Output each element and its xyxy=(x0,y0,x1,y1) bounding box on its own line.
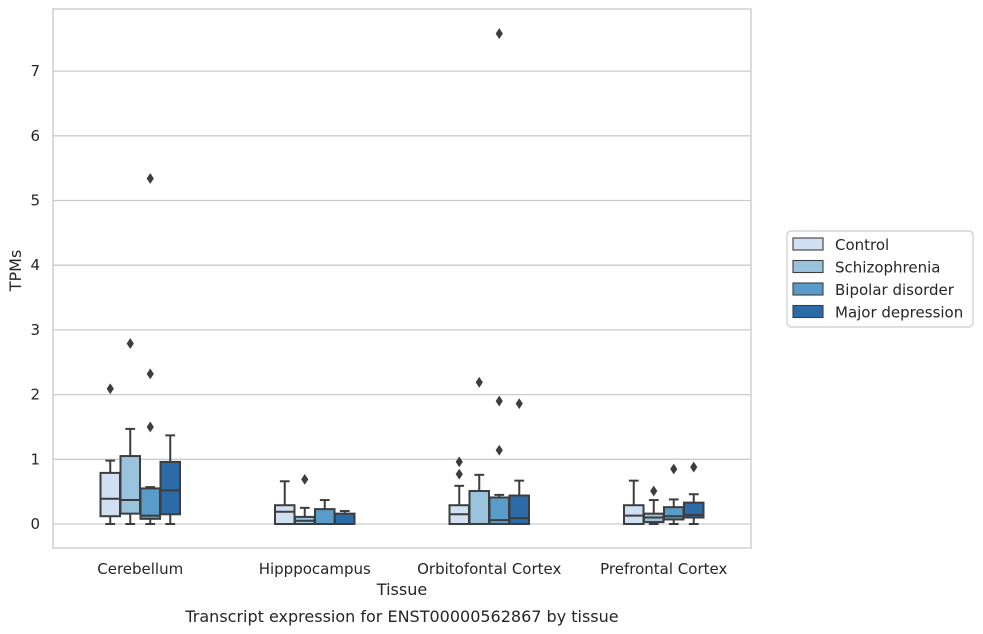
outlier-point xyxy=(106,383,114,395)
box-major-depression-0 xyxy=(159,434,181,525)
box-bipolar-disorder-2 xyxy=(488,28,510,525)
grid-lines xyxy=(53,70,751,525)
box-iqr xyxy=(159,460,181,516)
outlier-point xyxy=(475,376,483,388)
y-tick-labels: 0 1 2 3 4 5 6 7 xyxy=(30,62,40,533)
box-control-2 xyxy=(448,456,470,525)
legend-swatch xyxy=(792,237,824,251)
outlier-point xyxy=(515,398,523,410)
box-iqr xyxy=(314,508,336,525)
y-tick-label: 7 xyxy=(30,62,40,80)
legend-label: Schizophrenia xyxy=(835,259,940,277)
chart-caption: Transcript expression for ENST0000056286… xyxy=(184,607,618,626)
box-iqr xyxy=(139,487,161,520)
x-axis-label: Tissue xyxy=(376,580,427,599)
outlier-point xyxy=(146,421,154,433)
y-tick-label: 0 xyxy=(30,515,40,533)
box-control-1 xyxy=(274,480,296,525)
legend-swatch xyxy=(792,282,824,296)
outlier-point xyxy=(146,173,154,184)
x-tick-labels: Cerebellum Hipppocampus Orbitofontal Corte… xyxy=(97,560,727,578)
outlier-point xyxy=(670,463,678,475)
y-tick-label: 4 xyxy=(30,256,40,274)
y-tick-label: 3 xyxy=(30,321,40,339)
box-iqr xyxy=(274,504,296,525)
outlier-point xyxy=(146,368,154,380)
box-schizophrenia-3 xyxy=(643,485,665,525)
y-tick-label: 2 xyxy=(30,386,40,404)
x-tick-label: Orbitofontal Cortex xyxy=(417,560,561,578)
plot-frame xyxy=(52,8,752,549)
box-bipolar-disorder-1 xyxy=(314,499,336,525)
x-tick-label: Prefrontal Cortex xyxy=(600,560,727,578)
x-tick-label: Hipppocampus xyxy=(259,560,371,578)
y-tick-label: 1 xyxy=(30,450,40,468)
outlier-point xyxy=(455,456,463,468)
outlier-point xyxy=(495,395,503,407)
legend: Control Schizophrenia Bipolar disorder Majo… xyxy=(786,230,974,328)
box-major-depression-2 xyxy=(508,398,530,526)
outlier-point xyxy=(301,473,309,485)
outlier-point xyxy=(455,468,463,480)
outlier-point xyxy=(650,485,658,497)
box-plots xyxy=(99,28,705,526)
legend-swatch xyxy=(792,259,824,274)
box-control-0 xyxy=(99,383,121,525)
box-iqr xyxy=(508,494,530,526)
box-schizophrenia-2 xyxy=(468,376,490,525)
box-bipolar-disorder-0 xyxy=(139,173,161,525)
legend-label: Bipolar disorder xyxy=(835,281,955,299)
box-major-depression-3 xyxy=(683,461,705,525)
box-control-3 xyxy=(623,479,645,525)
box-major-depression-1 xyxy=(334,510,356,526)
box-iqr xyxy=(468,490,490,525)
y-tick-label: 6 xyxy=(30,127,40,145)
y-tick-label: 5 xyxy=(30,192,40,210)
box-iqr xyxy=(99,471,121,518)
box-iqr xyxy=(683,501,705,519)
x-tick-label: Cerebellum xyxy=(97,560,183,578)
legend-label: Major depression xyxy=(835,304,963,322)
box-schizophrenia-1 xyxy=(294,473,316,525)
outlier-point xyxy=(126,338,134,349)
box-iqr xyxy=(663,506,685,521)
legend-frame xyxy=(786,230,974,328)
outlier-point xyxy=(690,461,698,473)
box-iqr xyxy=(334,512,356,526)
y-axis-label: TPMs xyxy=(6,250,25,293)
box-bipolar-disorder-3 xyxy=(663,463,685,525)
legend-label: Control xyxy=(835,236,889,254)
box-iqr xyxy=(119,455,141,515)
legend-swatch xyxy=(792,304,824,319)
outlier-point xyxy=(495,28,503,39)
outlier-point xyxy=(495,444,503,456)
box-schizophrenia-0 xyxy=(119,338,141,525)
